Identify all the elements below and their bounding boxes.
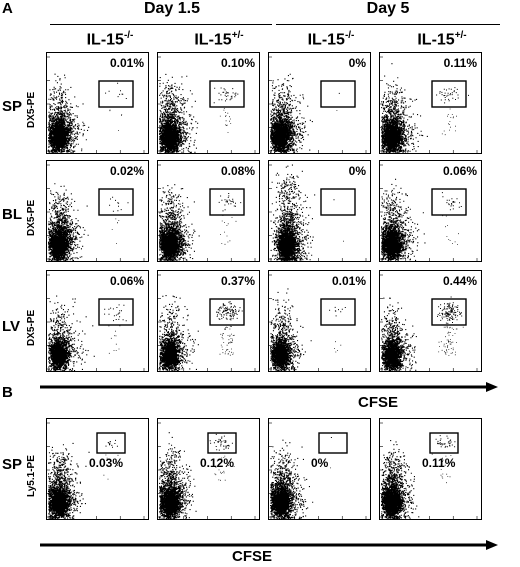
cfse-arrow-a bbox=[40, 382, 498, 392]
gate-percent-bl-3: 0% bbox=[348, 164, 366, 178]
flow-plot-lv-2: 0.37% bbox=[157, 270, 260, 372]
gate-percent-lv-1: 0.06% bbox=[109, 274, 144, 288]
flow-plot-sp-1: 0.01% bbox=[46, 52, 149, 154]
flow-plot-bl-3: 0% bbox=[268, 160, 371, 262]
flow-plot-lv-1: 0.06% bbox=[46, 270, 149, 372]
gate-percent-sp-1: 0.01% bbox=[109, 56, 144, 70]
flow-plot-b-sp-3: 0% bbox=[268, 418, 371, 520]
group-header-1: IL-15-/- bbox=[86, 30, 134, 49]
gate-percent-sp-3: 0% bbox=[348, 56, 366, 70]
flow-plot-b-sp-1: 0.03% bbox=[46, 418, 149, 520]
group-header-3: IL-15-/- bbox=[307, 30, 355, 49]
day-underline-2 bbox=[276, 24, 500, 25]
row-label-b-sp: SP bbox=[2, 456, 23, 473]
gate-percent-sp-2: 0.10% bbox=[220, 56, 255, 70]
gate-percent-bl-4: 0.06% bbox=[442, 164, 477, 178]
ylabel-row-bl: DX5-PE bbox=[26, 199, 37, 236]
xlabel-a: CFSE bbox=[358, 394, 399, 411]
gate-percent-lv-3: 0.01% bbox=[331, 274, 366, 288]
gate-percent-sp-4: 0.11% bbox=[443, 56, 477, 70]
flow-plot-bl-2: 0.08% bbox=[157, 160, 260, 262]
cfse-arrow-b bbox=[40, 540, 498, 550]
row-label-lv: LV bbox=[2, 318, 21, 335]
panel-b-label: B bbox=[2, 384, 13, 401]
gate-percent-b-sp-2: 0.12% bbox=[200, 456, 235, 470]
panel-a-label: A bbox=[2, 0, 13, 17]
gate-percent-bl-2: 0.08% bbox=[220, 164, 255, 178]
ylabel-row-sp: DX5-PE bbox=[26, 91, 37, 128]
ylabel-row-b: Ly5.1-PE bbox=[26, 455, 37, 497]
flow-plot-bl-4: 0.06% bbox=[379, 160, 482, 262]
flow-plot-sp-3: 0% bbox=[268, 52, 371, 154]
gate-percent-b-sp-1: 0.03% bbox=[89, 456, 124, 470]
flow-plot-sp-4: 0.11% bbox=[379, 52, 482, 154]
xlabel-b: CFSE bbox=[232, 548, 273, 565]
gate-percent-bl-1: 0.02% bbox=[109, 164, 144, 178]
gate-percent-lv-4: 0.44% bbox=[442, 274, 477, 288]
gate-percent-lv-2: 0.37% bbox=[220, 274, 255, 288]
day-header-1: Day 1.5 bbox=[143, 0, 201, 17]
row-label-bl: BL bbox=[2, 206, 22, 223]
flow-plot-lv-4: 0.44% bbox=[379, 270, 482, 372]
flow-plot-lv-3: 0.01% bbox=[268, 270, 371, 372]
flow-plot-bl-1: 0.02% bbox=[46, 160, 149, 262]
row-label-sp: SP bbox=[2, 98, 23, 115]
flow-plot-sp-2: 0.10% bbox=[157, 52, 260, 154]
group-header-4: IL-15+/- bbox=[417, 30, 467, 49]
day-header-2: Day 5 bbox=[366, 0, 410, 17]
flow-plot-b-sp-2: 0.12% bbox=[157, 418, 260, 520]
group-header-2: IL-15+/- bbox=[194, 30, 244, 49]
flow-plot-b-sp-4: 0.11% bbox=[379, 418, 482, 520]
day-underline-1 bbox=[50, 24, 272, 25]
gate-percent-b-sp-3: 0% bbox=[311, 456, 329, 470]
gate-percent-b-sp-4: 0.11% bbox=[422, 456, 456, 470]
ylabel-row-lv: DX5-PE bbox=[26, 309, 37, 346]
